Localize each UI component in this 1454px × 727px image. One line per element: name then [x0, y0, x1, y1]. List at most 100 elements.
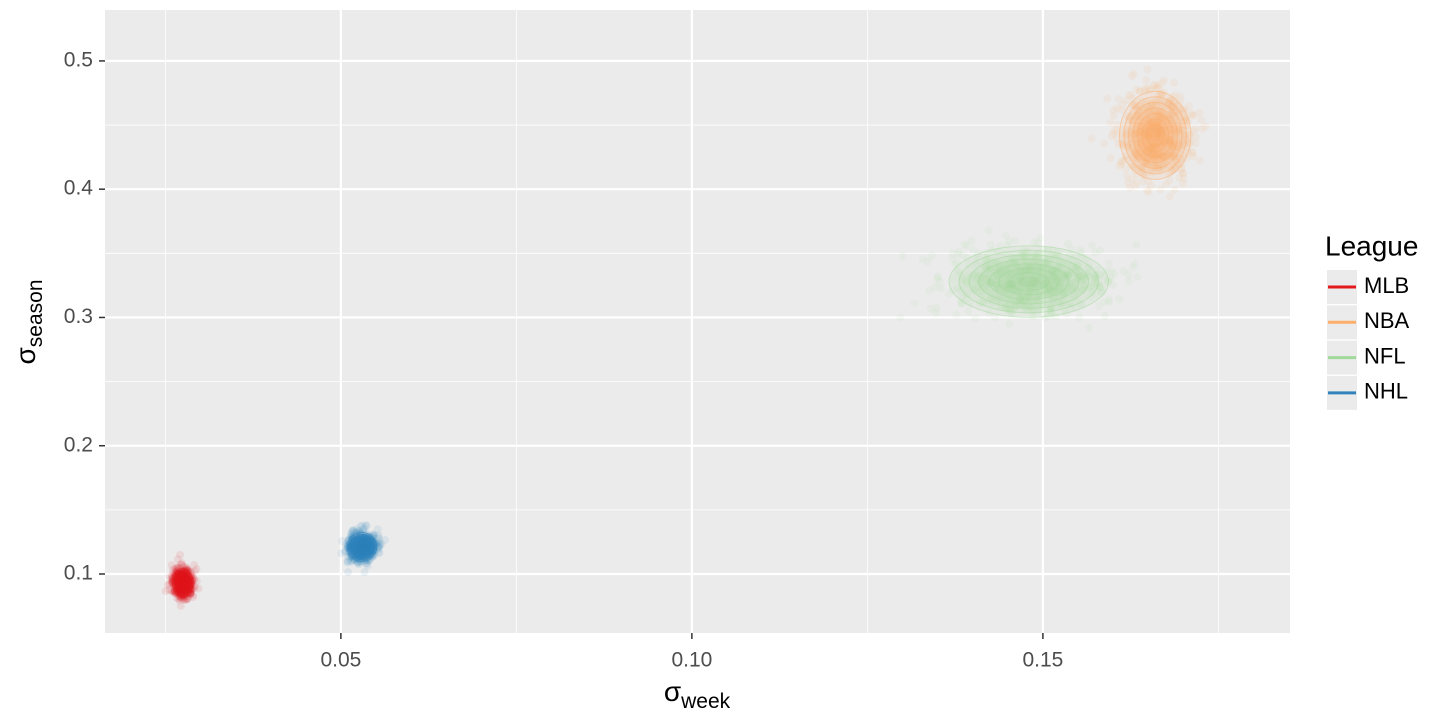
density-contour [174, 571, 192, 595]
sample-point [1023, 287, 1032, 296]
point-cloud [161, 550, 203, 610]
sample-point [1143, 146, 1152, 155]
sample-point [1045, 303, 1054, 312]
sample-point [1147, 126, 1156, 135]
sample-point [1165, 95, 1174, 104]
legend-title: League [1325, 230, 1418, 261]
sample-point [352, 525, 361, 534]
sample-point [969, 278, 978, 287]
sample-point [1027, 254, 1036, 263]
sample-point [1160, 122, 1169, 131]
sample-point [982, 256, 991, 265]
sample-point [1183, 136, 1192, 145]
sample-point [181, 563, 190, 572]
sample-point [346, 531, 355, 540]
sample-point [1155, 164, 1164, 173]
sample-point [1063, 271, 1072, 280]
sample-point [1068, 265, 1077, 274]
sample-point [357, 543, 366, 552]
sample-point [1174, 136, 1183, 145]
sample-point [1053, 278, 1062, 287]
sample-point [1053, 278, 1062, 287]
sample-point [1011, 264, 1020, 273]
point-cloud [896, 226, 1142, 332]
sample-point [1169, 101, 1178, 110]
sample-point [1129, 94, 1138, 103]
sample-point [1156, 185, 1165, 194]
sample-point [362, 558, 371, 567]
sample-point [1197, 124, 1206, 133]
sample-point [1064, 271, 1073, 280]
sample-point [1153, 124, 1162, 133]
sample-point [1065, 299, 1074, 308]
sample-point [951, 260, 960, 269]
sample-point [343, 543, 352, 552]
sample-point [1144, 188, 1153, 197]
sample-point [1040, 274, 1049, 283]
sample-point [1086, 293, 1095, 302]
sample-point [1088, 241, 1097, 250]
sample-point [1092, 271, 1101, 280]
sample-point [1026, 279, 1035, 288]
sample-point [1010, 298, 1019, 307]
sample-point [1138, 144, 1147, 153]
sample-point [1090, 248, 1099, 257]
sample-point [1152, 163, 1161, 172]
sample-point [1032, 291, 1041, 300]
sample-point [1150, 130, 1159, 139]
sample-point [1040, 289, 1049, 298]
sample-point [1042, 274, 1051, 283]
legend-label: NHL [1364, 379, 1408, 404]
sample-point [1025, 287, 1034, 296]
sample-point [1151, 130, 1160, 139]
sample-point [1122, 171, 1131, 180]
sample-point [1149, 146, 1158, 155]
sample-point [1172, 128, 1181, 137]
sample-point [1163, 134, 1172, 143]
sample-point [1035, 256, 1044, 265]
sample-point [1046, 285, 1055, 294]
sample-point [992, 280, 1001, 289]
sample-point [1106, 118, 1115, 127]
sample-point [1129, 153, 1138, 162]
sample-point [180, 576, 189, 585]
sample-point [1169, 108, 1178, 117]
sample-point [1189, 111, 1198, 120]
sample-point [1061, 273, 1070, 282]
sample-point [1072, 268, 1081, 277]
density-contour [1141, 118, 1170, 153]
sample-point [1134, 111, 1143, 120]
sample-point [1114, 95, 1123, 104]
sample-point [984, 226, 993, 235]
sample-point [1028, 312, 1037, 321]
sample-point [948, 255, 957, 264]
sample-point [179, 563, 188, 572]
sample-point [1018, 276, 1027, 285]
sample-point [1137, 147, 1146, 156]
sample-point [1019, 268, 1028, 277]
sample-point [1153, 81, 1162, 90]
sample-point [958, 251, 967, 260]
sample-point [954, 247, 963, 256]
sample-point [1133, 272, 1142, 281]
sample-point [1009, 284, 1018, 293]
sample-point [1149, 124, 1158, 133]
sample-point [1170, 119, 1179, 128]
sample-point [1165, 169, 1174, 178]
sample-point [1042, 270, 1051, 279]
sample-point [375, 541, 384, 550]
sample-point [1162, 149, 1171, 158]
sample-point [1109, 129, 1118, 138]
sample-point [1129, 69, 1138, 78]
sample-point [1069, 286, 1078, 295]
sample-point [1166, 152, 1175, 161]
sample-point [1064, 272, 1073, 281]
sample-point [1135, 152, 1144, 161]
sample-point [1142, 109, 1151, 118]
sample-point [1179, 169, 1188, 178]
sample-point [986, 240, 995, 249]
sample-point [1019, 277, 1028, 286]
sample-point [1085, 259, 1094, 268]
sample-point [1146, 134, 1155, 143]
sample-point [991, 271, 1000, 280]
